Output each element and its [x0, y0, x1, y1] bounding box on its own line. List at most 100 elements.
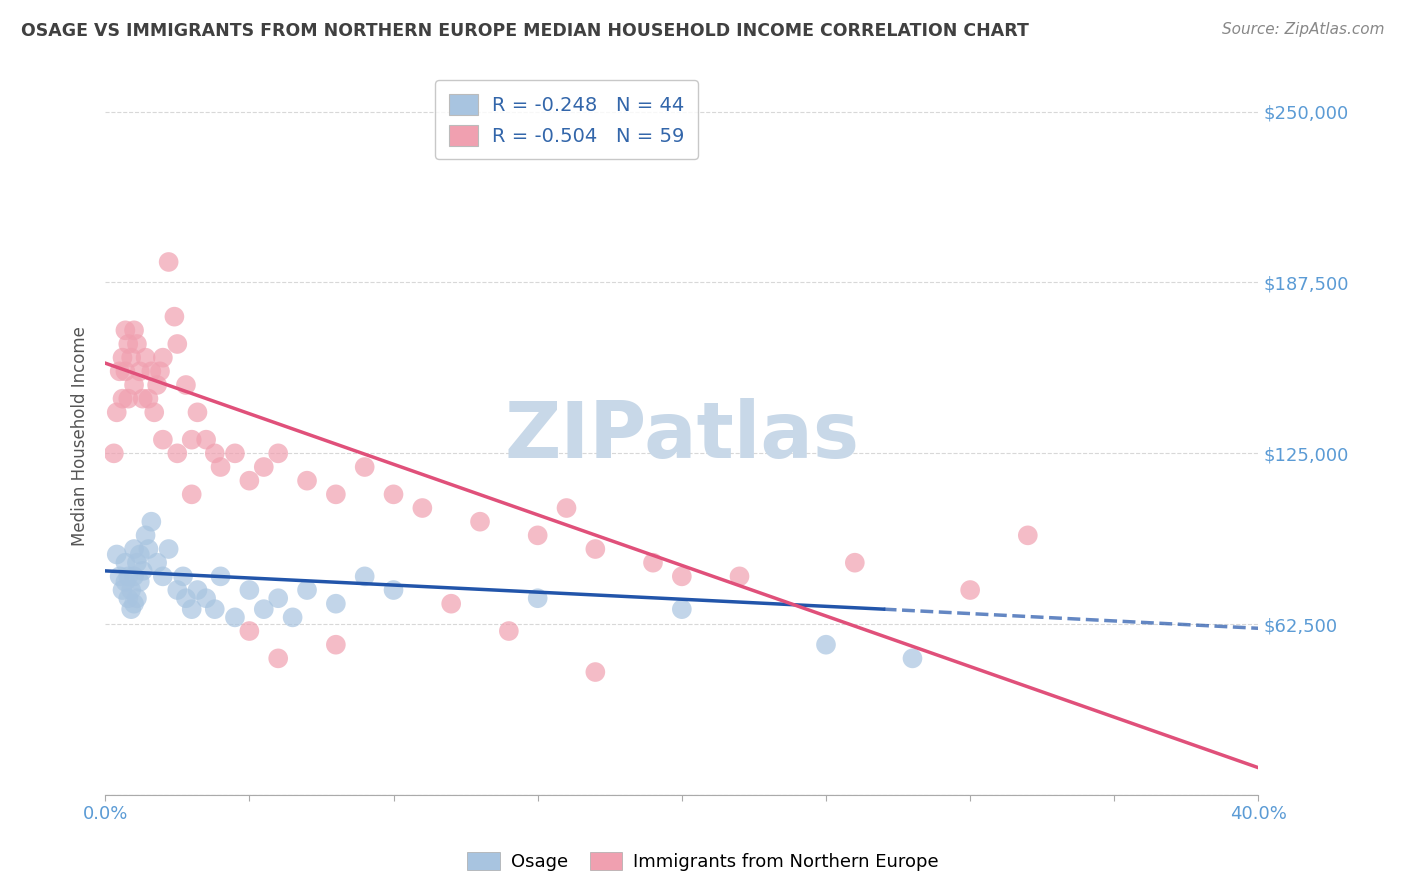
Point: [117, 591, 139, 606]
Point: [671, 602, 693, 616]
Point: [111, 582, 134, 597]
Point: [468, 515, 491, 529]
Point: [149, 364, 172, 378]
Text: ZIPatlas: ZIPatlas: [505, 398, 859, 475]
Legend: R = -0.248   N = 44, R = -0.504   N = 59: R = -0.248 N = 44, R = -0.504 N = 59: [436, 80, 697, 160]
Point: [135, 351, 157, 365]
Point: [122, 597, 145, 611]
Point: [108, 569, 131, 583]
Point: [1017, 528, 1039, 542]
Point: [105, 548, 128, 562]
Point: [128, 364, 150, 378]
Point: [163, 310, 186, 324]
Point: [143, 405, 166, 419]
Point: [325, 638, 347, 652]
Point: [209, 569, 232, 583]
Point: [114, 574, 136, 589]
Point: [146, 378, 169, 392]
Point: [195, 591, 218, 606]
Text: OSAGE VS IMMIGRANTS FROM NORTHERN EUROPE MEDIAN HOUSEHOLD INCOME CORRELATION CHA: OSAGE VS IMMIGRANTS FROM NORTHERN EUROPE…: [21, 22, 1029, 40]
Point: [128, 574, 150, 589]
Point: [120, 582, 142, 597]
Point: [138, 392, 160, 406]
Point: [526, 591, 548, 606]
Point: [131, 392, 153, 406]
Point: [583, 541, 606, 556]
Point: [128, 548, 150, 562]
Point: [382, 487, 405, 501]
Point: [671, 569, 693, 583]
Point: [901, 651, 924, 665]
Point: [440, 597, 463, 611]
Point: [103, 446, 125, 460]
Point: [152, 351, 174, 365]
Point: [122, 378, 145, 392]
Point: [498, 624, 520, 638]
Point: [238, 582, 260, 597]
Point: [295, 582, 318, 597]
Point: [152, 433, 174, 447]
Point: [382, 582, 405, 597]
Point: [141, 515, 163, 529]
Point: [180, 602, 202, 616]
Point: [172, 569, 194, 583]
Point: [253, 460, 276, 475]
Point: [814, 638, 837, 652]
Point: [117, 392, 139, 406]
Point: [138, 541, 160, 556]
Point: [122, 541, 145, 556]
Point: [204, 602, 226, 616]
Point: [108, 364, 131, 378]
Point: [117, 569, 139, 583]
Point: [325, 487, 347, 501]
Point: [641, 556, 664, 570]
Point: [267, 651, 290, 665]
Text: Source: ZipAtlas.com: Source: ZipAtlas.com: [1222, 22, 1385, 37]
Point: [267, 591, 290, 606]
Point: [526, 528, 548, 542]
Point: [125, 337, 148, 351]
Point: [122, 569, 145, 583]
Point: [174, 591, 197, 606]
Point: [105, 405, 128, 419]
Point: [166, 446, 188, 460]
Point: [120, 351, 142, 365]
Point: [224, 446, 246, 460]
Point: [180, 487, 202, 501]
Point: [111, 351, 134, 365]
Point: [157, 541, 180, 556]
Point: [125, 556, 148, 570]
Point: [186, 405, 208, 419]
Point: [959, 582, 981, 597]
Point: [117, 337, 139, 351]
Point: [238, 474, 260, 488]
Point: [353, 569, 375, 583]
Point: [146, 556, 169, 570]
Point: [555, 501, 578, 516]
Point: [120, 602, 142, 616]
Point: [180, 433, 202, 447]
Point: [131, 564, 153, 578]
Point: [281, 610, 304, 624]
Point: [114, 556, 136, 570]
Point: [209, 460, 232, 475]
Point: [195, 433, 218, 447]
Point: [157, 255, 180, 269]
Point: [141, 364, 163, 378]
Point: [174, 378, 197, 392]
Point: [353, 460, 375, 475]
Point: [204, 446, 226, 460]
Point: [186, 582, 208, 597]
Point: [166, 337, 188, 351]
Legend: Osage, Immigrants from Northern Europe: Osage, Immigrants from Northern Europe: [460, 845, 946, 879]
Point: [728, 569, 751, 583]
Point: [267, 446, 290, 460]
Point: [583, 665, 606, 679]
Point: [166, 582, 188, 597]
Point: [253, 602, 276, 616]
Point: [135, 528, 157, 542]
Point: [325, 597, 347, 611]
Point: [224, 610, 246, 624]
Point: [122, 323, 145, 337]
Point: [114, 323, 136, 337]
